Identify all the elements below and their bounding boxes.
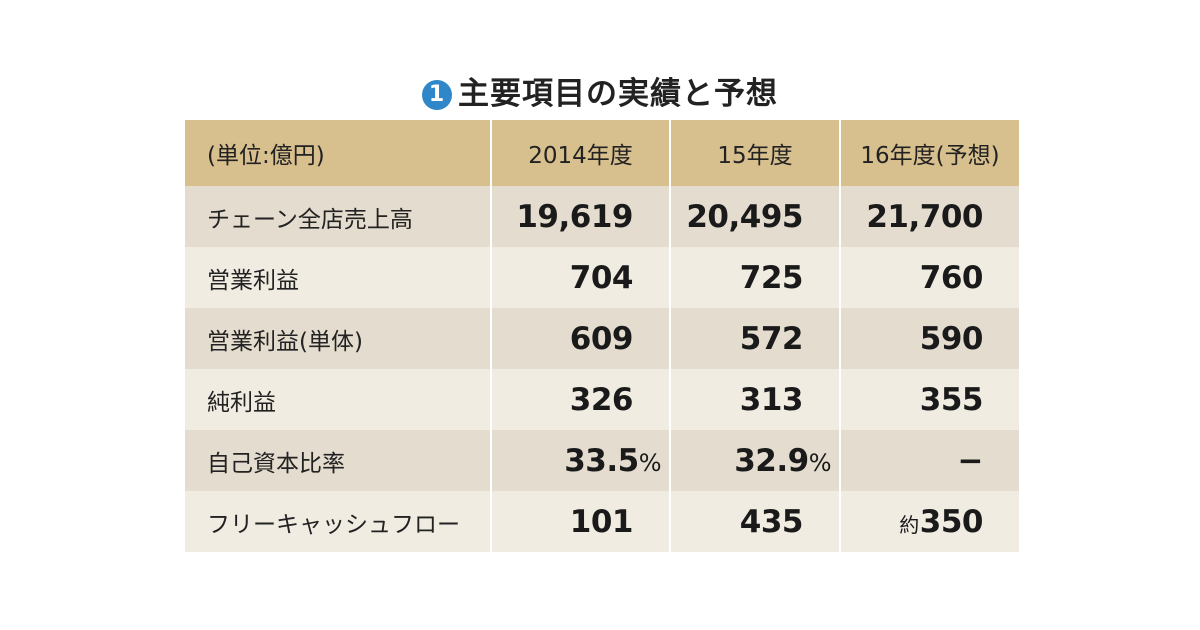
header-fy2014: 2014年度 <box>491 120 671 186</box>
cell-value: 760 <box>919 259 984 296</box>
value-number: 32.9 <box>734 442 809 479</box>
cell-value: 704 <box>491 247 671 308</box>
row-label: フリーキャッシュフロー <box>185 491 492 552</box>
cell-value: 33.5% <box>491 430 671 491</box>
percent-suffix: % <box>808 448 832 477</box>
number-badge: 1 <box>422 80 452 110</box>
table-row: 純利益 326 313 355 <box>185 369 1019 430</box>
value-number: 33.5 <box>564 442 639 479</box>
row-label: 純利益 <box>185 369 492 430</box>
cell-value: 32.9% <box>670 430 841 491</box>
row-label: 営業利益(単体) <box>185 308 492 369</box>
header-fy2016-forecast: 16年度(予想) <box>860 143 1000 169</box>
approx-prefix: 約 <box>899 512 919 537</box>
row-label: 営業利益 <box>185 247 492 308</box>
results-table: (単位:億円) 2014年度 15年度 16年度(予想) チェーン全店売上高 1… <box>185 120 1019 552</box>
cell-value: 約350 <box>840 491 1019 552</box>
cell-value: 21,700 <box>866 198 983 235</box>
cell-value: 590 <box>919 320 984 357</box>
cell-value: 313 <box>670 369 841 430</box>
cell-value: 326 <box>491 369 671 430</box>
value-number: 350 <box>919 503 984 540</box>
header-unit: (単位:億円) <box>185 120 492 186</box>
cell-value: 435 <box>670 491 841 552</box>
cell-value: 19,619 <box>491 186 671 247</box>
header-fy2015: 15年度 <box>670 120 841 186</box>
table-row: 自己資本比率 33.5% 32.9% − <box>185 430 1019 491</box>
table-row: 営業利益(単体) 609 572 590 <box>185 308 1019 369</box>
table-row: フリーキャッシュフロー 101 435 約350 <box>185 491 1019 552</box>
title-text: 主要項目の実績と予想 <box>458 76 778 112</box>
page-title: 1 主要項目の実績と予想 <box>0 68 1200 113</box>
table-row: 営業利益 704 725 760 <box>185 247 1019 308</box>
cell-value: 609 <box>491 308 671 369</box>
cell-value: 572 <box>670 308 841 369</box>
cell-value: 725 <box>670 247 841 308</box>
percent-suffix: % <box>638 448 662 477</box>
table-header-row: (単位:億円) 2014年度 15年度 16年度(予想) <box>185 120 1019 186</box>
row-label: チェーン全店売上高 <box>185 186 492 247</box>
cell-value: 101 <box>491 491 671 552</box>
cell-value: 355 <box>919 381 984 418</box>
table-row: チェーン全店売上高 19,619 20,495 21,700 <box>185 186 1019 247</box>
cell-value: 20,495 <box>670 186 841 247</box>
cell-value: − <box>957 442 984 479</box>
row-label: 自己資本比率 <box>185 430 492 491</box>
